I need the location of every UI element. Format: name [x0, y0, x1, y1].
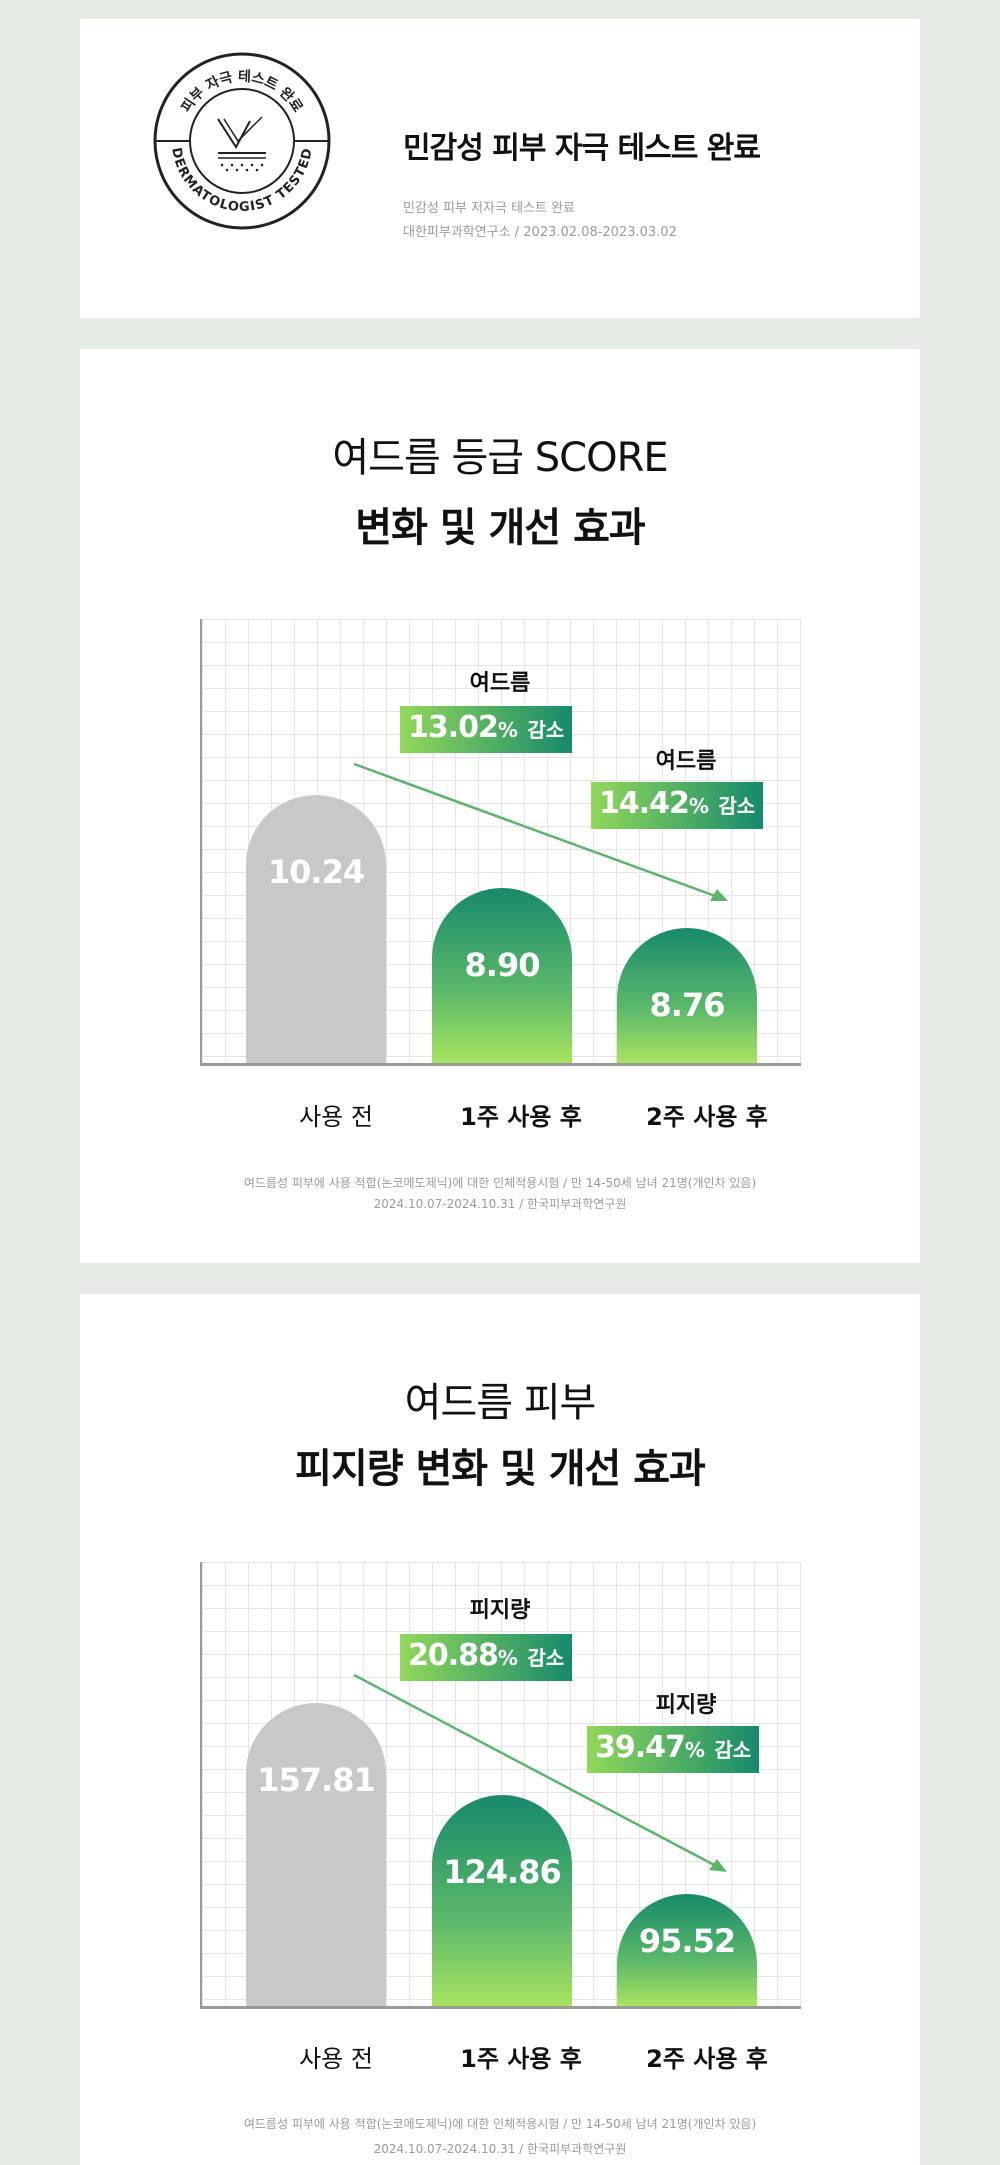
x-label: 1주 사용 후 [460, 1103, 582, 1131]
footnote-source: 2024.10.07-2024.10.31 / 한국피부과학연구원 [373, 1197, 627, 1211]
trend-arrow [353, 1673, 727, 1872]
svg-text:DERMATOLOGIST TESTED: DERMATOLOGIST TESTED [168, 146, 316, 215]
cert-subtitle: 민감성 피부 저자극 테스트 완료 [403, 201, 576, 216]
x-label: 사용 전 [299, 2045, 373, 2073]
annotation-label: 여드름 [655, 749, 717, 774]
certification-card: 피부 자극 테스트 완료 DERMATOLOGIST TESTED 민감성 피부… [80, 19, 920, 318]
footnote: 여드름성 피부에 사용 적합(논코메도제닉)에 대한 인체적용시험 / 만 14… [243, 2117, 757, 2131]
annotation-label: 피지량 [655, 1693, 717, 1718]
chart-title-line2: 피지량 변화 및 개선 효과 [295, 1446, 706, 1492]
chart-plot-area: 10.24 8.90 8.76 [200, 619, 801, 1066]
reduction-badge-week1: 20.88% 감소 [400, 1634, 573, 1681]
bar-before: 157.81 [246, 1703, 386, 2006]
bar-week1: 124.86 [432, 1795, 572, 2006]
bar-week2: 95.52 [617, 1894, 757, 2006]
footnote-source: 2024.10.07-2024.10.31 / 한국피부과학연구원 [373, 2142, 627, 2156]
bar-week1: 8.90 [432, 888, 572, 1063]
cert-source: 대한피부과학연구소 / 2023.02.08-2023.03.02 [403, 225, 677, 240]
annotation-label: 여드름 [469, 671, 531, 696]
dermatologist-tested-seal-icon: 피부 자극 테스트 완료 DERMATOLOGIST TESTED [153, 52, 331, 230]
bar-week2: 8.76 [617, 928, 757, 1063]
x-label: 1주 사용 후 [460, 2045, 582, 2073]
reduction-badge-week1: 13.02% 감소 [400, 706, 573, 753]
acne-score-card: 여드름 등급 SCORE 변화 및 개선 효과 10.24 8.90 8.76 … [80, 349, 920, 1263]
bar-before: 10.24 [246, 795, 386, 1063]
chart-title-line1: 여드름 피부 [404, 1380, 597, 1426]
sebum-card: 여드름 피부 피지량 변화 및 개선 효과 157.81 124.86 95.5… [80, 1294, 920, 2165]
svg-text:피부 자극 테스트 완료: 피부 자극 테스트 완료 [179, 69, 306, 116]
footnote: 여드름성 피부에 사용 적합(논코메도제닉)에 대한 인체적용시험 / 만 14… [243, 1176, 757, 1190]
x-label: 사용 전 [299, 1103, 373, 1131]
reduction-badge-week2: 39.47% 감소 [587, 1726, 760, 1773]
chart-title-line2: 변화 및 개선 효과 [355, 505, 645, 551]
annotation-label: 피지량 [469, 1598, 531, 1623]
chart-title-line1: 여드름 등급 SCORE [332, 435, 668, 481]
x-label: 2주 사용 후 [646, 1103, 768, 1131]
cert-title: 민감성 피부 자극 테스트 완료 [403, 131, 761, 166]
trend-arrow [353, 762, 728, 901]
reduction-badge-week2: 14.42% 감소 [591, 782, 764, 829]
x-label: 2주 사용 후 [646, 2045, 768, 2073]
